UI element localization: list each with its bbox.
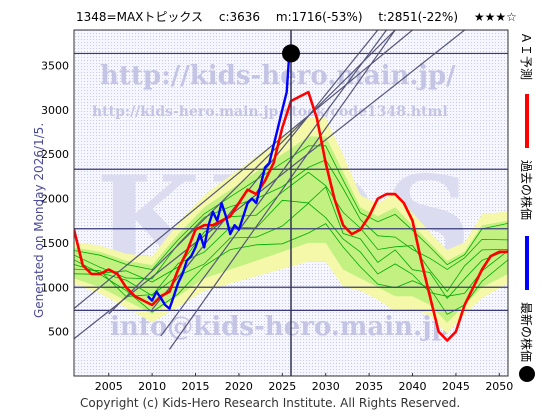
x-tick-label: 2050 (485, 380, 513, 393)
past-price-line (146, 53, 291, 310)
copyright-footer: Copyright (c) Kids-Hero Research Institu… (80, 396, 461, 410)
y-tick-label: 1000 (41, 281, 69, 294)
watermark-url-main: http://kids-hero.main.jp/ (100, 61, 456, 91)
trend-line (108, 30, 396, 315)
trend-line (74, 30, 465, 340)
legend-label: 最新の株価 (519, 302, 534, 362)
trend-line (168, 30, 396, 350)
y-tick-label: 2500 (41, 148, 69, 161)
current-value: c:3636 (218, 10, 261, 24)
target-value: t:2851(-22%) (378, 10, 458, 24)
generated-date-label: Generated on Monday 2026/1/5. (32, 122, 46, 318)
max-value: m:1716(-53%) (275, 10, 363, 24)
latest-price-dot (282, 44, 300, 63)
legend-label: ＡＩ予測 (519, 32, 533, 80)
band-scenario-line (74, 145, 508, 271)
y-tick-label: 3500 (41, 59, 69, 72)
legend-swatch-dot (519, 366, 535, 382)
watermark-url-code: http://kids-hero.main.jp/stock/code1348.… (92, 104, 448, 120)
watermark-email: info@kids-hero.main.jp (110, 312, 450, 342)
band-scenario-line (74, 202, 508, 297)
trend-line (74, 30, 413, 310)
y-tick-label: 500 (48, 326, 69, 339)
trend-line (160, 30, 387, 337)
y-tick-label: 2000 (41, 193, 69, 206)
plot-frame (73, 29, 509, 377)
y-tick-label: 1500 (41, 237, 69, 250)
x-tick-label: 2025 (268, 380, 296, 393)
band-scenario-line (74, 186, 508, 299)
x-tick-label: 2035 (355, 380, 383, 393)
y-tick-label: 3000 (41, 104, 69, 117)
rating-stars: ★★★☆ (473, 10, 517, 24)
x-tick-label: 2015 (182, 380, 210, 393)
ticker-label: 1348=MAXトピックス (76, 10, 204, 24)
x-tick-label: 2010 (138, 380, 166, 393)
x-tick-label: 2045 (442, 380, 470, 393)
x-tick-label: 2005 (95, 380, 123, 393)
band-scenario-line (74, 223, 508, 315)
x-tick-label: 2040 (399, 380, 427, 393)
legend-label: 過去の株価 (519, 160, 534, 220)
x-tick-label: 2030 (312, 380, 340, 393)
x-tick-label: 2020 (225, 380, 253, 393)
band-scenario-line (74, 171, 508, 293)
chart-header: 1348=MAXトピックス c:3636 m:1716(-53%) t:2851… (76, 8, 529, 25)
